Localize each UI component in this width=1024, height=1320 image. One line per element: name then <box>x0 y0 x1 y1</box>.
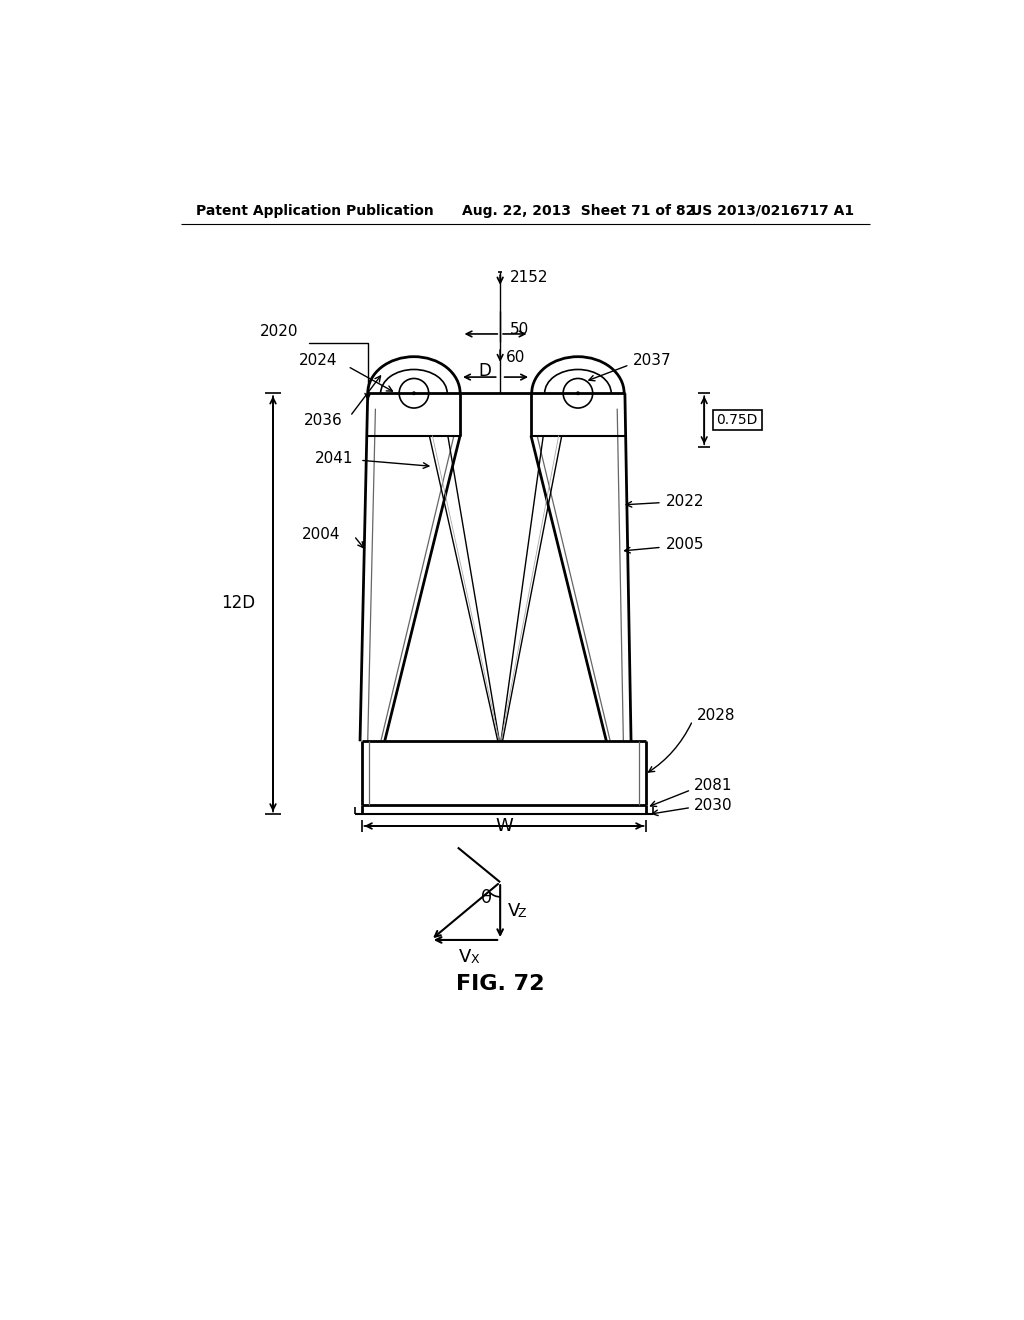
Text: 12D: 12D <box>221 594 255 612</box>
Text: Aug. 22, 2013  Sheet 71 of 82: Aug. 22, 2013 Sheet 71 of 82 <box>462 203 695 218</box>
Text: Z: Z <box>517 907 525 920</box>
Text: Patent Application Publication: Patent Application Publication <box>196 203 434 218</box>
Text: 2028: 2028 <box>696 709 735 723</box>
Text: θ: θ <box>481 888 492 907</box>
Text: W: W <box>496 817 513 836</box>
Text: 2041: 2041 <box>315 451 354 466</box>
Text: V: V <box>508 902 520 920</box>
Text: D: D <box>478 362 492 380</box>
Text: 2004: 2004 <box>301 527 340 541</box>
Text: X: X <box>470 953 479 966</box>
Text: 2005: 2005 <box>666 537 705 553</box>
Text: 2020: 2020 <box>260 325 298 339</box>
Text: 2022: 2022 <box>666 494 705 508</box>
Circle shape <box>577 391 580 395</box>
Text: 2037: 2037 <box>633 352 671 368</box>
Circle shape <box>412 391 416 395</box>
Text: V: V <box>460 948 472 966</box>
Text: 2081: 2081 <box>694 779 733 793</box>
FancyBboxPatch shape <box>713 411 762 430</box>
Text: 2030: 2030 <box>694 797 733 813</box>
Text: 2024: 2024 <box>298 354 337 368</box>
Text: 50: 50 <box>509 322 528 337</box>
Text: 60: 60 <box>506 350 525 364</box>
Text: US 2013/0216717 A1: US 2013/0216717 A1 <box>691 203 854 218</box>
Text: 2152: 2152 <box>509 271 548 285</box>
Text: 2036: 2036 <box>304 413 343 428</box>
Text: 0.75D: 0.75D <box>716 413 757 428</box>
Text: FIG. 72: FIG. 72 <box>456 974 545 994</box>
